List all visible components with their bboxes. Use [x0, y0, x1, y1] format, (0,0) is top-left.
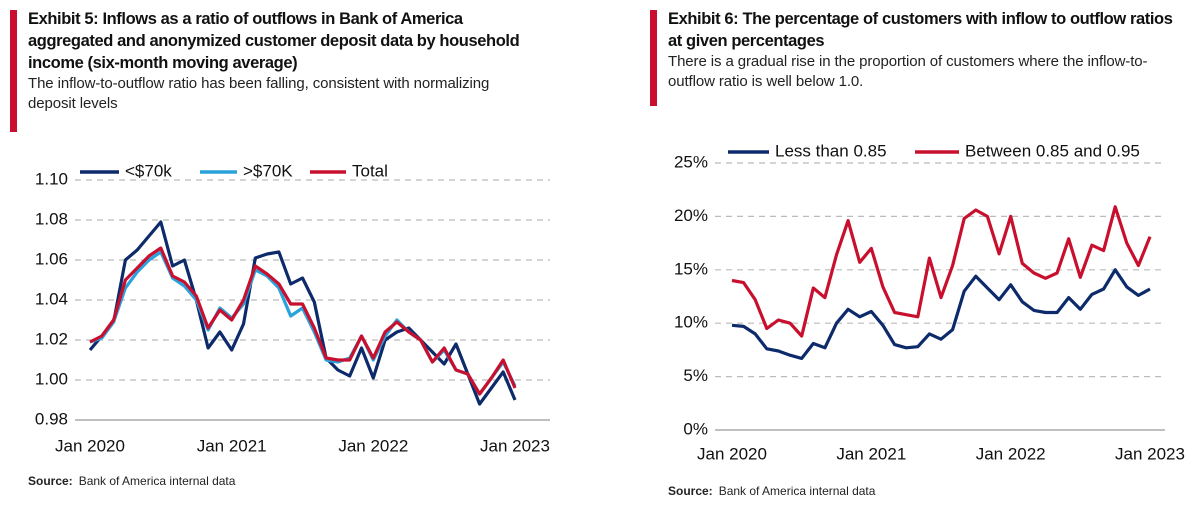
chart-subtitle: There is a gradual rise in the proportio…: [668, 53, 1148, 90]
y-tick-label: 1.08: [35, 209, 68, 228]
source-label: Source:: [668, 484, 713, 498]
x-tick-label: Jan 2021: [836, 444, 906, 463]
source-text: Bank of America internal data: [718, 484, 876, 498]
legend-label: Total: [352, 161, 388, 180]
chart-title: Exhibit 6: The percentage of customers w…: [668, 10, 1173, 50]
source: Source: Bank of America internal data: [28, 474, 235, 488]
legend-label: Less than 0.85: [775, 141, 887, 160]
y-tick-label: 1.02: [35, 329, 68, 348]
x-tick-label: Jan 2023: [480, 436, 550, 455]
legend-label: >$70K: [243, 161, 293, 180]
chart-subtitle: The inflow-to-outflow ratio has been fal…: [28, 75, 490, 112]
data-line: [731, 205, 1152, 338]
y-tick-label: 20%: [674, 206, 708, 225]
chart-title: Exhibit 5: Inflows as a ratio of outflow…: [28, 10, 520, 72]
x-tick-label: Jan 2022: [976, 444, 1046, 463]
y-tick-label: 0%: [683, 419, 708, 438]
y-tick-label: 15%: [674, 259, 708, 278]
y-tick-label: 1.00: [35, 369, 68, 388]
data-line: [89, 246, 517, 396]
y-tick-label: 10%: [674, 313, 708, 332]
y-tick-label: 5%: [683, 366, 708, 385]
header: Exhibit 5: Inflows as a ratio of outflow…: [28, 8, 533, 114]
source: Source: Bank of America internal data: [668, 484, 875, 498]
x-tick-label: Jan 2023: [1115, 444, 1185, 463]
legend-label: Between 0.85 and 0.95: [965, 141, 1140, 160]
x-tick-label: Jan 2021: [197, 436, 267, 455]
header: Exhibit 6: The percentage of customers w…: [668, 8, 1178, 92]
source-label: Source:: [28, 474, 73, 488]
legend-label: <$70k: [125, 161, 172, 180]
x-tick-label: Jan 2020: [697, 444, 767, 463]
accent-bar: [650, 10, 657, 106]
y-tick-label: 1.06: [35, 249, 68, 268]
y-tick-label: 0.98: [35, 409, 68, 428]
x-tick-label: Jan 2020: [55, 436, 125, 455]
y-tick-label: 25%: [674, 152, 708, 171]
y-tick-label: 1.10: [35, 169, 68, 188]
source-text: Bank of America internal data: [78, 474, 236, 488]
accent-bar: [10, 10, 17, 132]
x-tick-label: Jan 2022: [338, 436, 408, 455]
data-line: [731, 268, 1151, 360]
y-tick-label: 1.04: [35, 289, 68, 308]
data-line: [88, 220, 517, 406]
data-line: [89, 250, 517, 396]
